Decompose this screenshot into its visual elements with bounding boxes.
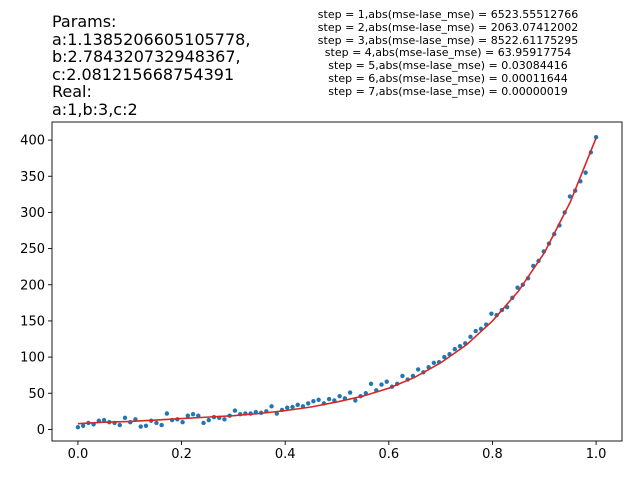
- y-tick-label: 0: [37, 423, 45, 438]
- data-point: [190, 412, 196, 417]
- data-point: [316, 397, 321, 402]
- params-line-2: a:1.1385206605105778,: [52, 29, 251, 49]
- y-tick-label: 150: [20, 314, 45, 329]
- step-line-1: step = 1,abs(mse-lase_mse) = 6523.555127…: [317, 8, 579, 21]
- data-point: [326, 396, 332, 402]
- y-tick-label: 250: [20, 242, 45, 257]
- data-point: [567, 194, 573, 199]
- data-point: [384, 379, 389, 384]
- x-tick-label: 1.0: [586, 447, 607, 462]
- y-tick-label: 100: [20, 351, 45, 366]
- data-point: [489, 311, 494, 316]
- data-point: [593, 134, 599, 140]
- x-tick-label: 0.6: [378, 447, 399, 462]
- data-point: [154, 420, 159, 426]
- y-tick-label: 300: [20, 206, 45, 221]
- y-tick-label: 50: [28, 387, 45, 402]
- data-point: [347, 390, 353, 395]
- data-point: [452, 346, 457, 352]
- data-point: [206, 417, 211, 423]
- step-line-7: step = 7,abs(mse-lase_mse) = 0.00000019: [328, 84, 568, 98]
- steps-text-block: step = 1,abs(mse-lase_mse) = 6523.555127…: [300, 8, 596, 99]
- data-point: [117, 422, 122, 428]
- step-line-2: step = 2,abs(mse-lase_mse) = 2063.074120…: [317, 20, 579, 34]
- step-line-4: step = 4,abs(mse-lase_mse) = 63.95917754: [324, 46, 572, 60]
- data-point: [311, 399, 316, 404]
- data-point: [222, 417, 227, 422]
- x-tick-label: 0.8: [482, 447, 503, 462]
- data-point: [290, 404, 295, 410]
- data-point: [75, 425, 81, 430]
- data-point: [80, 423, 86, 429]
- data-point: [101, 417, 107, 423]
- chart-marks: [75, 134, 599, 430]
- data-point: [473, 328, 478, 334]
- data-point: [138, 424, 143, 429]
- data-point: [295, 402, 300, 408]
- data-point: [442, 354, 447, 360]
- params-line-3: b:2.784320732948367,: [52, 47, 241, 66]
- data-point: [457, 344, 463, 349]
- data-point: [122, 415, 128, 421]
- y-tick-label: 400: [20, 134, 45, 149]
- data-point: [159, 422, 164, 428]
- data-point: [379, 382, 384, 387]
- data-point: [468, 334, 473, 340]
- x-tick-label: 0.2: [171, 447, 192, 462]
- data-point: [185, 413, 191, 418]
- x-tick-label: 0.0: [68, 447, 89, 462]
- y-tick-label: 200: [20, 278, 45, 293]
- plot-frame: [51, 121, 623, 442]
- params-text-block: Params: a:1.1385206605105778, b:2.78432073…: [52, 13, 250, 118]
- data-point: [164, 411, 170, 416]
- step-line-5: step = 5,abs(mse-lase_mse) = 0.03084416: [328, 59, 568, 73]
- data-point: [415, 367, 421, 372]
- chart-axes: 0.0 0.2 0.4 0.6 0.8 1.0 0 50 100 150 200 250 300 350 4…: [20, 121, 623, 462]
- data-point: [368, 381, 374, 387]
- data-point: [143, 423, 149, 429]
- data-point: [337, 393, 342, 399]
- data-point: [305, 401, 311, 406]
- params-line-6: a:1,b:3,c:2: [52, 99, 138, 119]
- step-line-3: step = 3,abs(mse-lase_mse) = 8522.611752…: [317, 33, 579, 47]
- data-point: [285, 405, 290, 410]
- step-line-6: step = 6,abs(mse-lase_mse) = 0.00011644: [328, 71, 568, 85]
- y-tick-label: 350: [20, 170, 45, 185]
- params-line-1: Params:: [52, 12, 117, 31]
- data-point: [180, 419, 185, 425]
- data-point: [353, 398, 358, 403]
- data-point: [201, 420, 206, 426]
- data-point: [431, 360, 437, 366]
- fit-curve-line: [77, 137, 597, 425]
- data-point: [515, 285, 520, 290]
- data-point: [400, 373, 405, 379]
- params-line-5: Real:: [52, 82, 92, 101]
- data-point: [269, 404, 274, 409]
- params-line-4: c:2.081215668754391: [52, 64, 235, 84]
- data-point: [232, 408, 238, 413]
- x-tick-label: 0.4: [275, 447, 296, 462]
- data-point: [583, 170, 588, 175]
